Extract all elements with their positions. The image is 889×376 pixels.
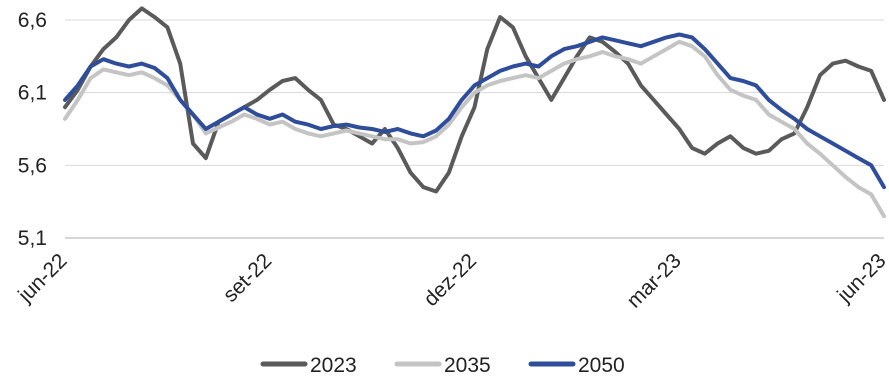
legend: 2023 2035 2050: [260, 354, 625, 376]
x-tick-label: mar-23: [622, 249, 685, 312]
y-axis-ticks: 5,1 5,6 6,1 6,6: [18, 9, 47, 250]
x-axis-ticks: jun-22 set-22 dez-22 mar-23 jun-23: [13, 249, 889, 312]
x-tick-label: set-22: [219, 249, 277, 307]
gridlines: [65, 19, 884, 239]
y-tick-label: 6,6: [18, 9, 47, 32]
series-line-2035: [63, 39, 886, 219]
y-tick-label: 6,1: [18, 82, 47, 105]
series-lines: [63, 6, 886, 219]
y-tick-label: 5,6: [18, 154, 47, 177]
series-line-2050: [63, 32, 886, 190]
legend-label-2050: 2050: [578, 354, 625, 376]
legend-label-2035: 2035: [444, 354, 491, 376]
series-line-2023: [63, 6, 886, 194]
y-tick-label: 5,1: [18, 227, 47, 250]
x-tick-label: jun-23: [832, 249, 889, 307]
legend-label-2023: 2023: [310, 354, 357, 376]
x-tick-label: jun-22: [13, 249, 71, 307]
x-tick-label: dez-22: [419, 249, 481, 311]
